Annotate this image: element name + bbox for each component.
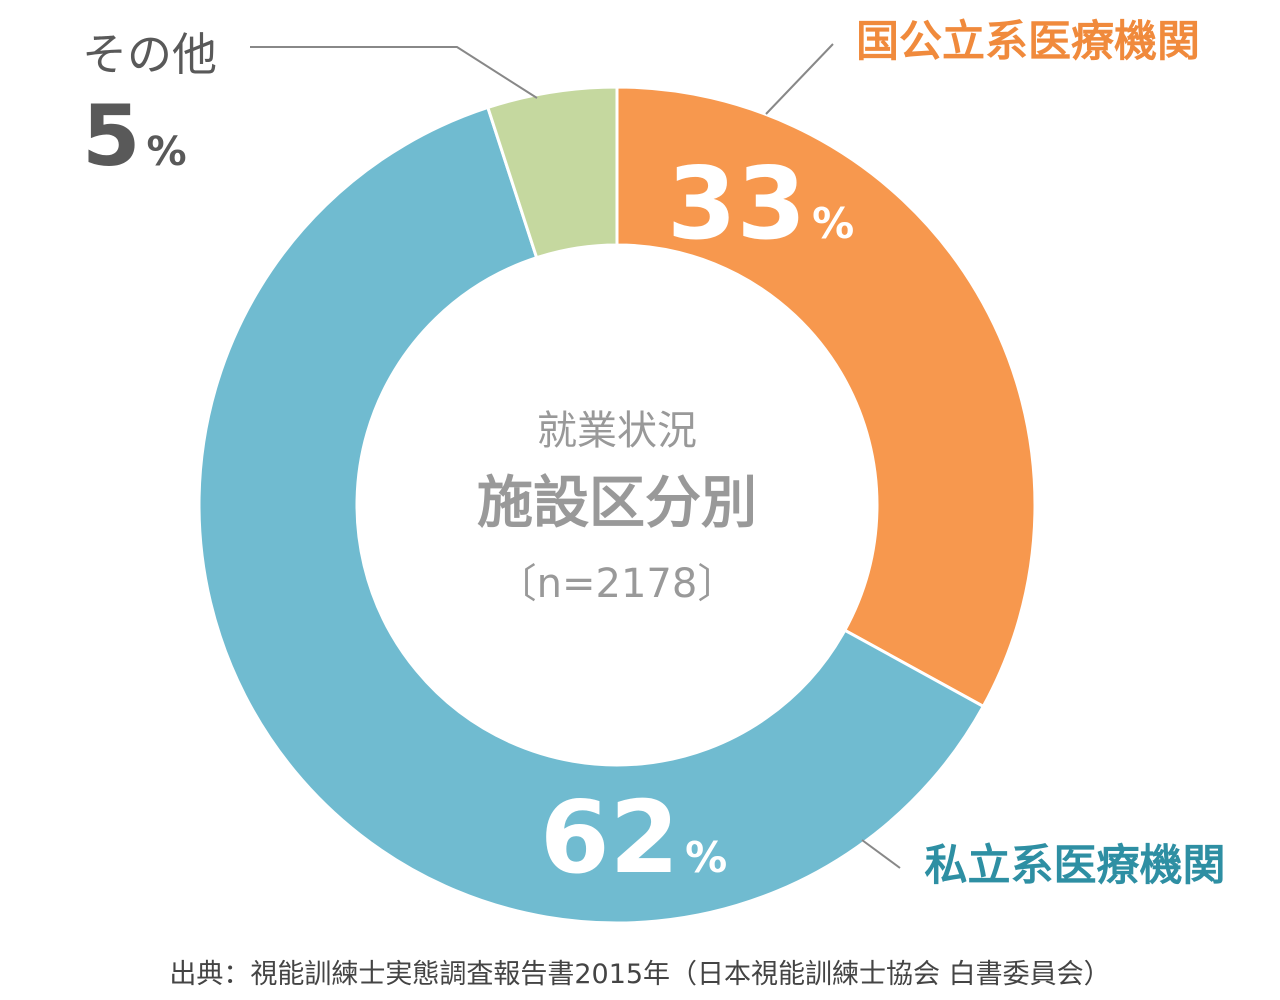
value-private: 62% — [540, 779, 727, 896]
slice-public — [615, 85, 1037, 709]
center-label-line3: 〔n=2178〕 — [497, 561, 738, 607]
donut-slices — [197, 85, 1037, 925]
label-public: 国公立系医療機関 — [856, 17, 1200, 67]
slice-private — [197, 105, 986, 925]
center-label-line2: 施設区分別 — [477, 471, 757, 536]
leader-line-private — [861, 839, 901, 869]
value-public: 33% — [667, 145, 854, 262]
value-other: 5% — [82, 87, 187, 185]
slice-other — [485, 85, 619, 260]
label-other: その他 — [82, 28, 217, 81]
center-label-line1: 就業状況 — [537, 408, 697, 454]
leader-line-public — [765, 43, 834, 115]
source-caption: 出典：視能訓練士実態調査報告書2015年（日本視能訓練士協会 白書委員会） — [169, 959, 1111, 990]
leader-line-other — [250, 46, 538, 99]
label-private: 私立系医療機関 — [925, 841, 1226, 891]
